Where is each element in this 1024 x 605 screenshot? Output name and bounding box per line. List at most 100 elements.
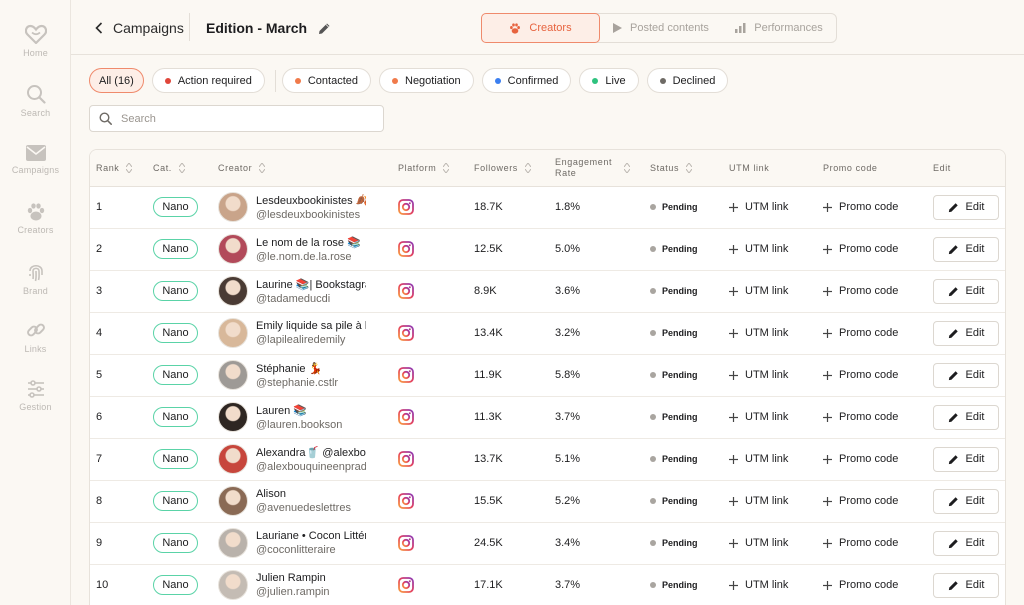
sidebar-item-gestion[interactable]: Gestion <box>0 380 71 412</box>
avatar[interactable] <box>218 528 248 558</box>
tab-posted-contents[interactable]: Posted contents <box>600 14 722 42</box>
add-promo-code-button[interactable]: Promo code <box>823 495 927 507</box>
pencil-icon[interactable] <box>318 22 331 35</box>
column-header[interactable]: Promo code <box>817 150 927 187</box>
instagram-icon[interactable] <box>398 451 414 467</box>
avatar[interactable] <box>218 192 248 222</box>
column-header[interactable]: Rank <box>90 150 147 187</box>
instagram-icon[interactable] <box>398 325 414 341</box>
sidebar-item-campaigns[interactable]: Campaigns <box>0 145 71 175</box>
filter-live[interactable]: Live <box>579 68 639 93</box>
column-header[interactable]: Engagement Rate <box>549 150 644 187</box>
edit-button[interactable]: Edit <box>933 194 999 220</box>
table-row[interactable]: 2 Nano Le nom de la rose 📚 @le.nom.de.la.ro… <box>90 228 1005 270</box>
edit-button[interactable]: Edit <box>933 530 999 556</box>
avatar[interactable] <box>218 360 248 390</box>
creator-cell[interactable]: Lesdeuxbookinistes 🍂 @lesdeuxbookinistes <box>212 186 392 228</box>
add-utm-link-button[interactable]: UTM link <box>729 285 817 297</box>
filter-confirmed[interactable]: Confirmed <box>481 68 572 93</box>
avatar[interactable] <box>218 486 248 516</box>
add-promo-code-button[interactable]: Promo code <box>823 411 927 423</box>
creator-cell[interactable]: Stéphanie 💃 @stephanie.cstlr <box>212 354 392 396</box>
add-promo-code-button[interactable]: Promo code <box>823 285 927 297</box>
tab-creators[interactable]: Creators <box>481 13 600 43</box>
column-header[interactable]: Cat. <box>147 150 212 187</box>
add-utm-link-button[interactable]: UTM link <box>729 579 817 591</box>
back-to-campaigns-link[interactable]: Campaigns <box>95 18 184 38</box>
avatar[interactable] <box>218 318 248 348</box>
table-row[interactable]: 8 Nano Alison @avenuedeslettres 15.5K 5.2% Pen… <box>90 480 1005 522</box>
add-utm-link-button[interactable]: UTM link <box>729 327 817 339</box>
sort-icon[interactable] <box>126 162 133 173</box>
table-row[interactable]: 4 Nano Emily liquide sa pile à lire @lapile… <box>90 312 1005 354</box>
search-input[interactable] <box>121 112 361 125</box>
instagram-icon[interactable] <box>398 409 414 425</box>
table-row[interactable]: 7 Nano Alexandra🥤 @alexbouquine@alexbouqui… <box>90 438 1005 480</box>
table-row[interactable]: 1 Nano Lesdeuxbookinistes 🍂 @lesdeuxbookini… <box>90 186 1005 228</box>
edit-button[interactable]: Edit <box>933 236 999 262</box>
instagram-icon[interactable] <box>398 367 414 383</box>
add-utm-link-button[interactable]: UTM link <box>729 369 817 381</box>
creator-cell[interactable]: Laurine 📚| Bookstagram@tadameducdi <box>212 270 392 312</box>
add-utm-link-button[interactable]: UTM link <box>729 537 817 549</box>
avatar[interactable] <box>218 444 248 474</box>
creator-cell[interactable]: Emily liquide sa pile à lire @lapilealire… <box>212 312 392 354</box>
sort-icon[interactable] <box>624 162 630 173</box>
edit-button[interactable]: Edit <box>933 572 999 598</box>
sidebar-item-search[interactable]: Search <box>0 84 71 118</box>
column-header[interactable]: Followers <box>468 150 549 187</box>
instagram-icon[interactable] <box>398 199 414 215</box>
creator-cell[interactable]: Alison @avenuedeslettres <box>212 480 392 522</box>
sidebar-item-links[interactable]: Links <box>0 320 71 354</box>
column-header[interactable]: Platform <box>392 150 468 187</box>
add-promo-code-button[interactable]: Promo code <box>823 537 927 549</box>
column-header[interactable]: Status <box>644 150 723 187</box>
sort-icon[interactable] <box>443 162 450 173</box>
filter-all[interactable]: All (16) <box>89 68 144 93</box>
filter-action-required[interactable]: Action required <box>151 68 265 93</box>
add-promo-code-button[interactable]: Promo code <box>823 369 927 381</box>
sort-icon[interactable] <box>178 162 185 173</box>
add-utm-link-button[interactable]: UTM link <box>729 411 817 423</box>
instagram-icon[interactable] <box>398 493 414 509</box>
avatar[interactable] <box>218 234 248 264</box>
creator-cell[interactable]: Alexandra🥤 @alexbouquine@alexbouquineenp… <box>212 438 392 480</box>
column-header[interactable]: Creator <box>212 150 392 187</box>
instagram-icon[interactable] <box>398 535 414 551</box>
creator-cell[interactable]: Lauren 📚 @lauren.bookson <box>212 396 392 438</box>
add-utm-link-button[interactable]: UTM link <box>729 201 817 213</box>
table-row[interactable]: 5 Nano Stéphanie 💃 @stephanie.cstlr 11.9K 5.8… <box>90 354 1005 396</box>
add-utm-link-button[interactable]: UTM link <box>729 495 817 507</box>
edit-button[interactable]: Edit <box>933 278 999 304</box>
avatar[interactable] <box>218 402 248 432</box>
add-promo-code-button[interactable]: Promo code <box>823 327 927 339</box>
add-promo-code-button[interactable]: Promo code <box>823 243 927 255</box>
filter-declined[interactable]: Declined <box>646 68 729 93</box>
sidebar-item-home[interactable]: Home <box>0 24 71 58</box>
instagram-icon[interactable] <box>398 241 414 257</box>
filter-contacted[interactable]: Contacted <box>281 68 371 93</box>
sidebar-item-brand[interactable]: Brand <box>0 262 71 296</box>
sort-icon[interactable] <box>259 162 266 173</box>
add-promo-code-button[interactable]: Promo code <box>823 201 927 213</box>
table-row[interactable]: 10 Nano Julien Rampin @julien.rampin 17.1K 3.… <box>90 564 1005 605</box>
table-row[interactable]: 3 Nano Laurine 📚| Bookstagram@tadameducdi 8… <box>90 270 1005 312</box>
sort-icon[interactable] <box>686 162 693 173</box>
edit-button[interactable]: Edit <box>933 488 999 514</box>
edit-button[interactable]: Edit <box>933 362 999 388</box>
avatar[interactable] <box>218 276 248 306</box>
add-utm-link-button[interactable]: UTM link <box>729 243 817 255</box>
add-utm-link-button[interactable]: UTM link <box>729 453 817 465</box>
tab-performances[interactable]: Performances <box>722 14 836 42</box>
add-promo-code-button[interactable]: Promo code <box>823 453 927 465</box>
avatar[interactable] <box>218 570 248 600</box>
sort-icon[interactable] <box>524 162 531 173</box>
creator-cell[interactable]: Julien Rampin @julien.rampin <box>212 564 392 605</box>
table-row[interactable]: 6 Nano Lauren 📚 @lauren.bookson 11.3K 3.7% Pen… <box>90 396 1005 438</box>
add-promo-code-button[interactable]: Promo code <box>823 579 927 591</box>
column-header[interactable]: UTM link <box>723 150 817 187</box>
instagram-icon[interactable] <box>398 577 414 593</box>
table-row[interactable]: 9 Nano Lauriane • Cocon Littéraire @coconli… <box>90 522 1005 564</box>
edit-button[interactable]: Edit <box>933 404 999 430</box>
creator-cell[interactable]: Le nom de la rose 📚 @le.nom.de.la.rose <box>212 228 392 270</box>
